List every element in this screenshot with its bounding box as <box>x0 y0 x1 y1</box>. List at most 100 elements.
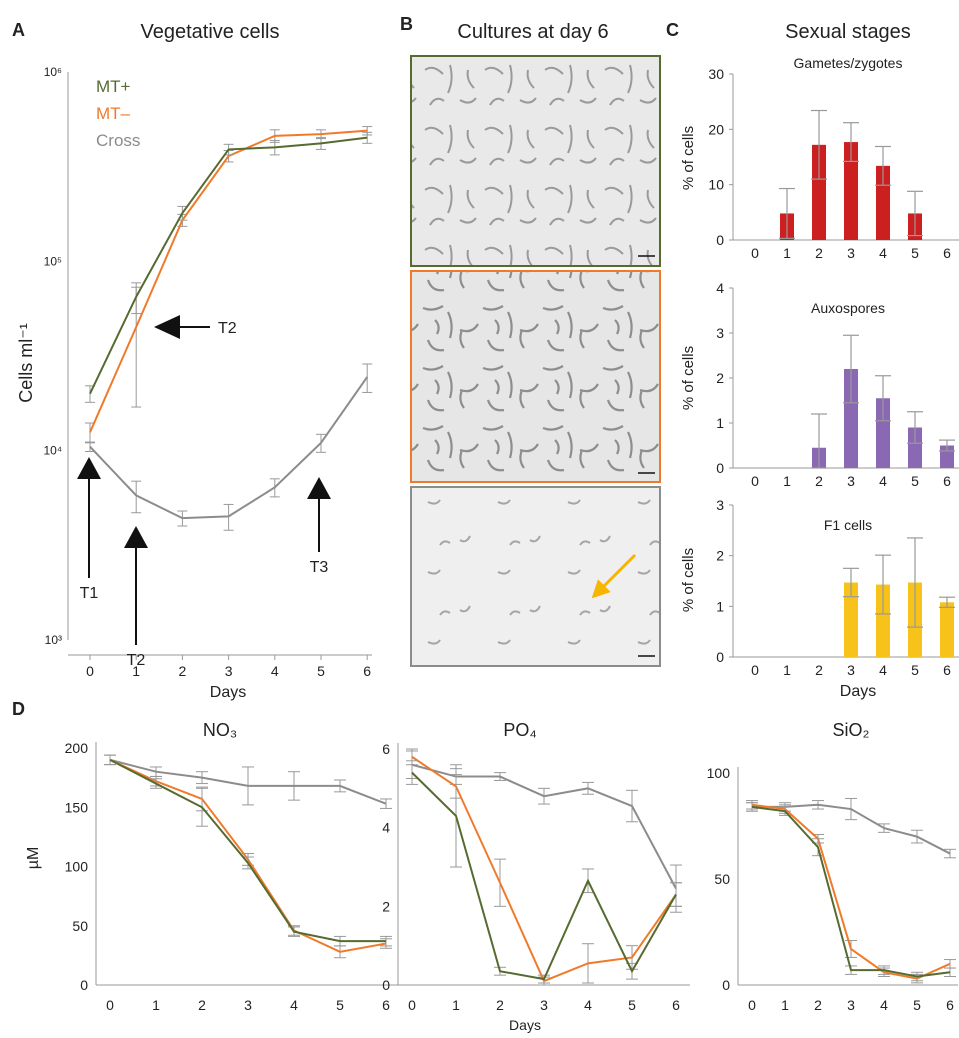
micrograph-cross <box>410 486 661 667</box>
panel-c-ytick-label: 30 <box>708 66 724 82</box>
panel-d-ytick-label: 100 <box>65 859 89 875</box>
panel-d-xtick-label: 5 <box>628 997 636 1013</box>
panel-c-ytick-label: 0 <box>716 232 724 248</box>
panel-d-ytick-label: 2 <box>382 898 390 914</box>
panel-a-ytick-label: 10⁶ <box>44 65 62 79</box>
panel-d-xtick-label: 4 <box>290 997 298 1013</box>
bar <box>876 165 890 240</box>
panel-c-ylabel: % of cells <box>680 126 697 190</box>
panel-a-ytick-label: 10³ <box>45 633 62 647</box>
panel-a-ytick-label: 10⁵ <box>44 254 62 268</box>
panel-a-ytick-label: 10⁴ <box>43 444 62 458</box>
panel-a-xtick-label: 6 <box>363 663 371 679</box>
panel-d-ytick-label: 50 <box>714 871 730 887</box>
panel-d-ytick-label: 0 <box>722 977 730 993</box>
series-line-mtminus <box>89 129 368 433</box>
arrow-t2-label: T2 <box>127 652 146 669</box>
panel-d-xtick-label: 1 <box>152 997 160 1013</box>
panel-c-ytick-label: 4 <box>716 280 724 296</box>
panel-c-xtick-label: 6 <box>943 473 951 489</box>
panel-c-xtick-label: 3 <box>847 662 855 678</box>
panel-c-xtick-label: 6 <box>943 245 951 261</box>
panel-c-ytick-label: 1 <box>716 598 724 614</box>
panel-d-xtick-label: 5 <box>336 997 344 1013</box>
panel-letter-b: B <box>400 14 413 34</box>
panel-c-ytick-label: 3 <box>716 497 724 513</box>
arrow-t1-label: T1 <box>80 585 99 602</box>
panel-c-xtick-label: 6 <box>943 662 951 678</box>
panel-d-xtick-label: 1 <box>781 997 789 1013</box>
panel-d-ytick-label: 4 <box>382 820 390 836</box>
panel-a-xlabel: Days <box>210 684 246 701</box>
panel-c-ylabel: % of cells <box>680 548 697 612</box>
micrograph-mtplus <box>410 55 661 267</box>
panel-c-xlabel: Days <box>840 683 876 700</box>
bar <box>844 142 858 240</box>
panel-a-xtick-label: 3 <box>225 663 233 679</box>
panel-d-xtick-label: 0 <box>408 997 416 1013</box>
panel-c-xtick-label: 1 <box>783 245 791 261</box>
panel-d-ytick-label: 50 <box>72 918 88 934</box>
panel-c-ylabel: % of cells <box>680 346 697 410</box>
panel-d-ytick-label: 150 <box>65 799 89 815</box>
panel-d-xtick-label: 1 <box>452 997 460 1013</box>
panel-d-ytick-label: 100 <box>707 765 731 781</box>
panel-d-xtick-label: 6 <box>382 997 390 1013</box>
panel-d-xtick-label: 6 <box>946 997 954 1013</box>
panel-d-title: SiO₂ <box>833 720 870 740</box>
panel-c-ytick-label: 3 <box>716 325 724 341</box>
panel-c-ytick-label: 20 <box>708 121 724 137</box>
arrow-t3-head <box>307 477 331 499</box>
panel-a-xtick-label: 4 <box>271 663 279 679</box>
panel-a-xtick-label: 5 <box>317 663 325 679</box>
bar <box>876 398 890 468</box>
panel-c-ytick-label: 0 <box>716 649 724 665</box>
panel-a-title: Vegetative cells <box>141 21 280 43</box>
arrow-t3-label: T3 <box>310 559 329 576</box>
legend-entry: Cross <box>96 131 140 150</box>
series-line-mtplus <box>89 136 368 395</box>
bar <box>876 584 890 657</box>
panel-d-xtick-label: 4 <box>880 997 888 1013</box>
panel-d-xtick-label: 0 <box>106 997 114 1013</box>
panel-a-xtick-label: 0 <box>86 663 94 679</box>
bar <box>940 602 954 657</box>
panel-a-chart: 10⁶ 10⁵ 10⁴ 10³ 0 1 2 3 4 5 6 MT+ MT– Cross T1 T2 T3 T2 <box>43 65 373 679</box>
bar <box>844 582 858 657</box>
panel-c-xtick-label: 2 <box>815 245 823 261</box>
panel-c-ytick-label: 2 <box>716 370 724 386</box>
series-line-cross <box>89 376 369 520</box>
legend-entry: MT– <box>96 104 131 123</box>
panel-c-title: Sexual stages <box>785 21 911 43</box>
panel-d-xtick-label: 6 <box>672 997 680 1013</box>
panel-b-title: Cultures at day 6 <box>457 21 608 43</box>
panel-a-xtick-label: 1 <box>132 663 140 679</box>
panel-c-ytick-label: 0 <box>716 460 724 476</box>
panel-c-xtick-label: 5 <box>911 473 919 489</box>
bar <box>812 144 826 240</box>
panel-d-xtick-label: 2 <box>814 997 822 1013</box>
arrow-t1-head <box>77 457 101 479</box>
panel-c-xtick-label: 5 <box>911 662 919 678</box>
panel-a-xtick-label: 2 <box>179 663 187 679</box>
panel-c-xtick-label: 4 <box>879 245 887 261</box>
series-line-mtplus <box>411 771 677 981</box>
series-line-mtplus <box>109 758 386 943</box>
panel-c-ytick-label: 2 <box>716 548 724 564</box>
panel-d-xtick-label: 4 <box>584 997 592 1013</box>
panel-c-xtick-label: 3 <box>847 473 855 489</box>
panel-d-xtick-label: 2 <box>198 997 206 1013</box>
panel-c-xtick-label: 0 <box>751 245 759 261</box>
panel-c-xtick-label: 4 <box>879 473 887 489</box>
panel-letter-d: D <box>12 699 25 719</box>
legend-entry: MT+ <box>96 77 131 96</box>
panel-d-ytick-label: 200 <box>65 740 89 756</box>
panel-d-title: PO₄ <box>503 720 536 740</box>
bar <box>908 427 922 468</box>
panel-letter-c: C <box>666 20 679 40</box>
arrow-t2-left-head <box>154 315 180 339</box>
yellow-pointer-arrow <box>591 553 637 599</box>
panel-c-subtitle: F1 cells <box>824 517 872 533</box>
panel-c-xtick-label: 5 <box>911 245 919 261</box>
